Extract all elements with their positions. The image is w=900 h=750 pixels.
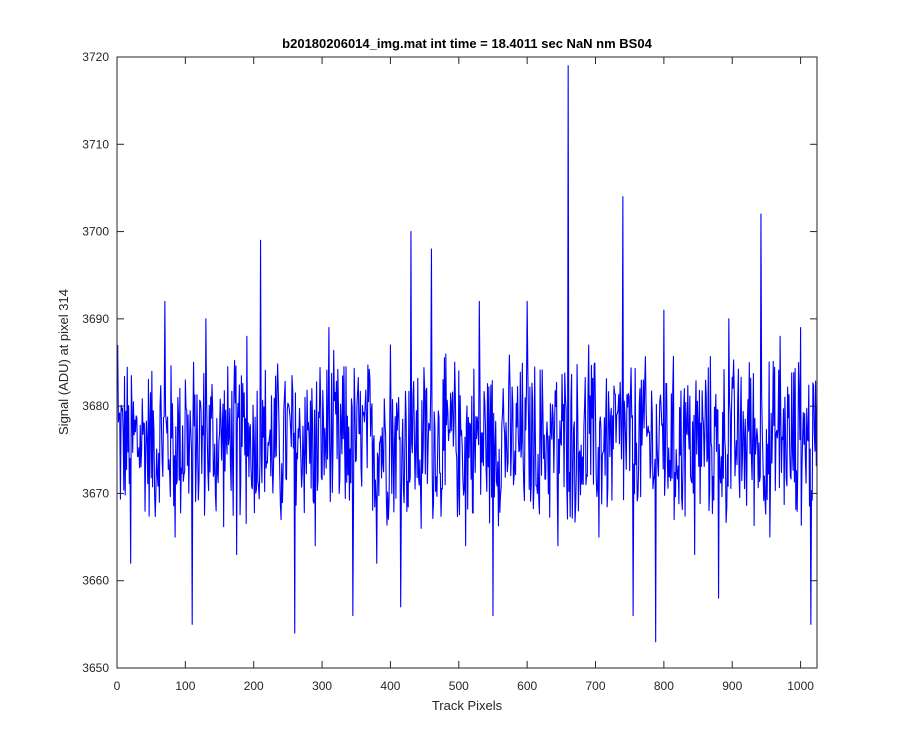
y-tick-label: 3680 [82, 399, 109, 413]
chart-title: b20180206014_img.mat int time = 18.4011 … [282, 36, 652, 51]
series-layer [117, 65, 818, 643]
y-axis-label: Signal (ADU) at pixel 314 [56, 289, 71, 435]
x-tick-label: 700 [586, 679, 606, 693]
y-tick-label: 3720 [82, 50, 109, 64]
x-tick-label: 500 [449, 679, 469, 693]
x-tick-label: 900 [722, 679, 742, 693]
y-tick-label: 3670 [82, 486, 109, 500]
y-tick-label: 3650 [82, 661, 109, 675]
x-tick-label: 100 [175, 679, 195, 693]
y-tick-label: 3690 [82, 312, 109, 326]
x-axis-label: Track Pixels [432, 698, 503, 713]
axes-box [116, 56, 818, 669]
x-tick-label: 1000 [787, 679, 814, 693]
y-ticks: 3650 3660 3670 3680 3690 3700 3710 3720 [82, 50, 817, 675]
y-tick-label: 3710 [82, 137, 109, 151]
x-tick-label: 200 [244, 679, 264, 693]
series-line [117, 65, 818, 643]
y-tick-label: 3700 [82, 225, 109, 239]
x-tick-label: 800 [654, 679, 674, 693]
x-tick-label: 0 [114, 679, 121, 693]
x-tick-label: 300 [312, 679, 332, 693]
x-tick-label: 600 [517, 679, 537, 693]
x-tick-label: 400 [380, 679, 400, 693]
y-tick-label: 3660 [82, 574, 109, 588]
x-ticks: 0 100 200 300 400 500 600 700 800 900 1000 [114, 57, 814, 693]
plot-area [117, 57, 817, 668]
